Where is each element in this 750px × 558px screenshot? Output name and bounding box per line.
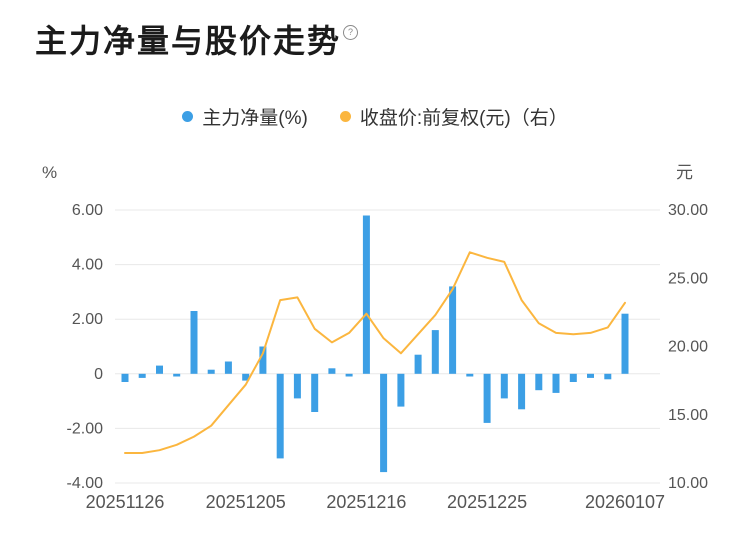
right-tick-label: 30.00	[668, 202, 708, 219]
bar-main-net-volume[interactable]	[362, 215, 370, 374]
right-tick-label: 15.00	[668, 407, 708, 424]
bar-main-net-volume[interactable]	[138, 373, 146, 378]
bar-main-net-volume[interactable]	[552, 373, 560, 393]
page-title: 主力净量与股价走势	[35, 23, 342, 59]
bar-main-net-volume[interactable]	[173, 373, 181, 377]
right-tick-label: 20.00	[668, 339, 708, 356]
x-axis-label: 20251225	[447, 492, 527, 512]
bar-main-net-volume[interactable]	[414, 354, 422, 374]
legend-label-close-price: 收盘价:前复权(元)（右）	[359, 108, 568, 129]
bar-main-net-volume[interactable]	[311, 373, 319, 412]
left-tick-label: 2.00	[72, 311, 103, 328]
right-tick-label: 25.00	[668, 270, 708, 287]
left-tick-label: -2.00	[67, 420, 104, 437]
bar-main-net-volume[interactable]	[259, 346, 267, 374]
bar-main-net-volume[interactable]	[328, 368, 336, 374]
x-axis-label: 20251216	[326, 492, 406, 512]
bar-main-net-volume[interactable]	[156, 365, 163, 374]
legend-dot-close-price-icon	[339, 111, 351, 122]
bar-main-net-volume[interactable]	[621, 313, 629, 374]
bar-main-net-volume[interactable]	[207, 369, 215, 374]
bar-main-net-volume[interactable]	[224, 361, 232, 374]
bar-main-net-volume[interactable]	[293, 373, 301, 399]
legend: 主力净量(%) 收盘价:前复权(元)（右）	[0, 103, 750, 130]
legend-item-close-price[interactable]: 收盘价:前复权(元)（右）	[339, 103, 568, 130]
bar-main-net-volume[interactable]	[190, 311, 198, 374]
x-axis-label: 20251205	[206, 492, 286, 512]
bar-main-net-volume[interactable]	[500, 373, 508, 399]
left-axis-unit: %	[42, 163, 57, 182]
right-axis-unit: 元	[676, 163, 693, 182]
price-line[interactable]	[124, 251, 626, 454]
chart-canvas: % 元 6.00 4.00 2.00 0 -2.00 -4.00 30.00 25.00 20.00…	[42, 163, 708, 512]
right-tick-label: 10.00	[668, 475, 708, 492]
title-row: 主力净量与股价走势 ?	[35, 23, 359, 59]
bar-main-net-volume[interactable]	[518, 373, 526, 410]
legend-dot-main-net-volume-icon	[182, 111, 194, 122]
left-tick-label: 4.00	[72, 257, 103, 274]
bar-main-net-volume[interactable]	[397, 373, 405, 407]
bar-main-net-volume[interactable]	[535, 373, 543, 391]
bar-main-net-volume[interactable]	[276, 373, 284, 459]
left-tick-label: -4.00	[67, 475, 104, 492]
legend-item-main-net-volume[interactable]: 主力净量(%)	[182, 103, 308, 130]
legend-label-main-net-volume: 主力净量(%)	[202, 108, 308, 129]
bar-main-net-volume[interactable]	[380, 373, 388, 473]
bar-main-net-volume[interactable]	[587, 373, 594, 378]
bar-main-net-volume[interactable]	[121, 373, 129, 382]
bar-main-net-volume[interactable]	[431, 330, 439, 374]
x-axis-label: 20260107	[585, 492, 665, 512]
bar-main-net-volume[interactable]	[569, 373, 577, 382]
help-icon[interactable]: ?	[343, 25, 359, 40]
x-axis-label: 20251126	[86, 492, 165, 512]
bar-main-net-volume[interactable]	[449, 286, 457, 374]
bar-main-net-volume[interactable]	[483, 373, 491, 423]
bar-main-net-volume[interactable]	[604, 373, 612, 380]
left-tick-label: 6.00	[72, 202, 103, 219]
bar-main-net-volume[interactable]	[242, 373, 250, 381]
left-tick-label: 0	[94, 366, 103, 383]
bar-main-net-volume[interactable]	[466, 373, 474, 377]
bar-main-net-volume[interactable]	[345, 373, 353, 377]
